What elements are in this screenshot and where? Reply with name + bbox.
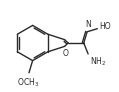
Text: N: N xyxy=(85,20,91,29)
Text: O: O xyxy=(63,49,69,58)
Text: NH$_2$: NH$_2$ xyxy=(90,56,106,68)
Text: HO: HO xyxy=(99,22,111,31)
Text: OCH$_3$: OCH$_3$ xyxy=(17,77,39,89)
